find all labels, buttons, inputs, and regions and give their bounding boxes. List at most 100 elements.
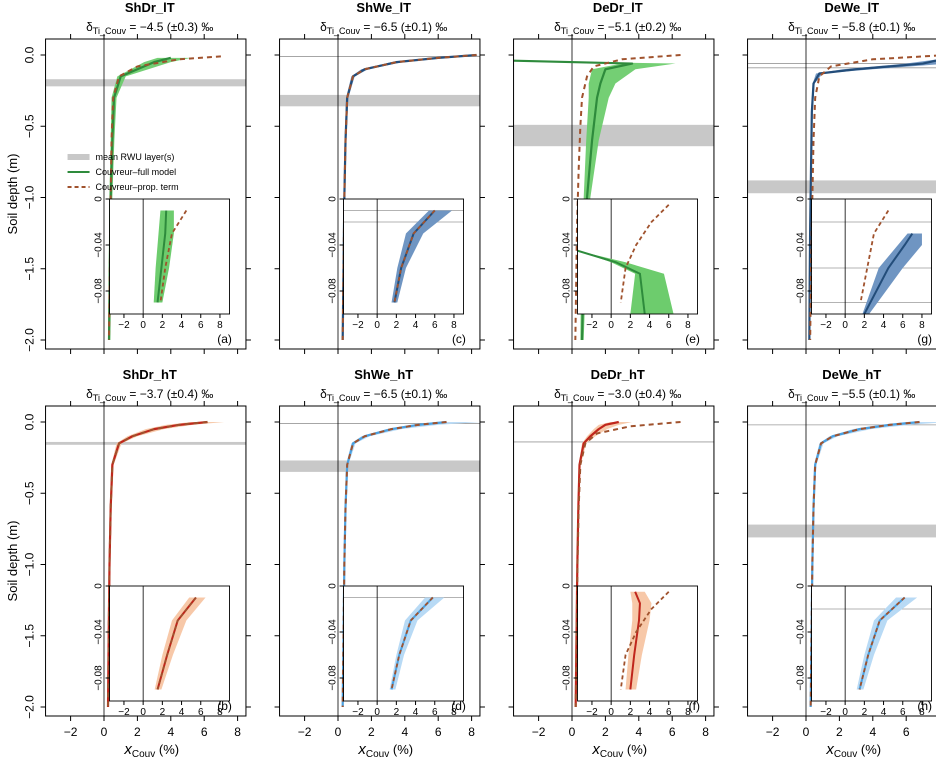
inset-x-tick-label: 0 <box>374 320 380 331</box>
inset: −2 0 2 4 6 8 0 −0.04 −0.08 <box>328 583 464 718</box>
inset-x-tick-label: 8 <box>217 320 223 331</box>
y-tick-label: −1.0 <box>23 185 37 209</box>
inset-x-tick-label: −2 <box>352 320 364 331</box>
panel-title: DeDr_lT <box>593 0 643 15</box>
inset-plot <box>142 199 188 314</box>
plot-area <box>45 406 246 716</box>
inset-x-tick-label: 4 <box>647 707 653 718</box>
y-tick-label: −2.0 <box>23 328 37 352</box>
legend-label: mean RWU layer(s) <box>96 152 175 162</box>
x-tick-label: 6 <box>435 725 442 739</box>
rwu-layer <box>747 524 936 538</box>
inset-y-tick-label: 0 <box>562 583 573 589</box>
inset-y-tick-label: −0.08 <box>328 665 339 691</box>
inset-x-tick-label: 4 <box>881 320 887 331</box>
panel-g: DeWe_lT δTi_Couv = −5.8 (±0.1) ‰ (g) −2 0 2 4 6… <box>742 0 936 354</box>
inset-x-tick-label: 6 <box>666 320 672 331</box>
inset-x-tick-label: 6 <box>900 707 906 718</box>
inset-x-tick-label: 0 <box>608 707 614 718</box>
inset-y-tick-label: 0 <box>796 583 807 589</box>
plot-frame <box>45 405 247 717</box>
inset-y-tick-label: −0.04 <box>94 232 105 258</box>
inset-y-tick-label: 0 <box>796 196 807 202</box>
inset-uncertainty-band <box>391 210 453 303</box>
x-axis-label: xCouv (%) <box>591 741 647 760</box>
x-tick-label: 8 <box>468 725 475 739</box>
inset-y-tick-label: −0.04 <box>94 619 105 645</box>
x-tick-label: 6 <box>669 725 676 739</box>
inset: −2 0 2 4 6 8 0 −0.04 −0.08 <box>796 583 932 718</box>
inset-y-tick-label: −0.04 <box>796 232 807 258</box>
inset-y-tick-label: −0.08 <box>94 278 105 304</box>
inset-x-tick-label: −2 <box>820 707 832 718</box>
delta-label: δTi_Couv = −3.7 (±0.4) ‰ <box>86 387 213 403</box>
rwu-layer <box>513 124 714 147</box>
inset-x-tick-label: 4 <box>179 320 185 331</box>
uncertainty-band <box>575 422 633 707</box>
inset-x-tick-label: 2 <box>160 320 166 331</box>
prop-term-line <box>574 421 681 708</box>
legend-label: Couvreur–prop. term <box>96 182 179 192</box>
x-tick-label: 8 <box>702 725 709 739</box>
inset-prop-term-line <box>619 591 670 690</box>
delta-label: δTi_Couv = −3.0 (±0.4) ‰ <box>554 387 681 403</box>
inset-y-tick-label: −0.08 <box>94 665 105 691</box>
panel-title: ShWe_hT <box>354 367 413 382</box>
inset-x-tick-label: 2 <box>862 707 868 718</box>
inset-x-tick-label: 2 <box>160 707 166 718</box>
inset-frame <box>109 198 231 315</box>
inset-plot <box>142 586 206 701</box>
inset-x-tick-label: 4 <box>413 320 419 331</box>
y-tick-label: −1.5 <box>23 624 37 648</box>
prop-term-line <box>809 54 936 341</box>
inset-x-tick-label: 6 <box>432 707 438 718</box>
rwu-layer <box>45 79 246 87</box>
rwu-layer <box>747 180 936 194</box>
inset-frame <box>811 585 932 702</box>
x-axis-label: xCouv (%) <box>357 741 413 760</box>
inset-y-tick-label: 0 <box>328 583 339 589</box>
x-tick-label: 6 <box>201 725 208 739</box>
inset-prop-term-line <box>156 596 197 690</box>
inset: −2 0 2 4 6 8 0 −0.04 −0.08 <box>562 583 698 718</box>
panel-label: (a) <box>217 332 232 346</box>
inset-plot <box>811 586 932 701</box>
y-axis-label: Soil depth (m) <box>5 521 20 602</box>
x-tick-label: 0 <box>335 725 342 739</box>
inset-full-model-line <box>156 210 168 303</box>
inset-x-tick-label: 2 <box>628 707 634 718</box>
y-tick-label: −2.0 <box>23 695 37 719</box>
inset-uncertainty-band <box>154 597 206 690</box>
inset-uncertainty-band <box>625 591 652 690</box>
inset-x-tick-label: 6 <box>666 707 672 718</box>
inset-prop-term-line <box>619 204 670 303</box>
uncertainty-band <box>108 57 191 340</box>
inset-x-tick-label: 2 <box>628 320 634 331</box>
inset-x-tick-label: 8 <box>919 320 925 331</box>
legend-label: Couvreur–full model <box>96 167 177 177</box>
inset-x-tick-label: 8 <box>217 707 223 718</box>
inset-x-tick-label: 6 <box>198 707 204 718</box>
inset-x-tick-label: −2 <box>586 707 598 718</box>
y-tick-label: 0.0 <box>23 413 37 430</box>
inset-frame <box>109 585 231 702</box>
inset-x-tick-label: 0 <box>842 320 848 331</box>
plot-frame <box>747 405 936 717</box>
inset-plot <box>811 199 932 314</box>
x-tick-label: 2 <box>836 725 843 739</box>
inset-x-tick-label: 0 <box>374 707 380 718</box>
legend: mean RWU layer(s) Couvreur–full model Couv… <box>67 152 179 192</box>
inset-x-tick-label: 0 <box>140 320 146 331</box>
prop-term-line <box>341 54 477 341</box>
inset-full-model-line <box>863 232 914 314</box>
plot-area <box>513 406 714 716</box>
x-tick-label: 0 <box>569 725 576 739</box>
inset-x-tick-label: 4 <box>647 320 653 331</box>
inset-frame <box>577 585 698 702</box>
delta-label: δTi_Couv = −5.5 (±0.1) ‰ <box>788 387 915 403</box>
x-tick-label: 8 <box>234 725 241 739</box>
full-model-line <box>808 59 936 341</box>
